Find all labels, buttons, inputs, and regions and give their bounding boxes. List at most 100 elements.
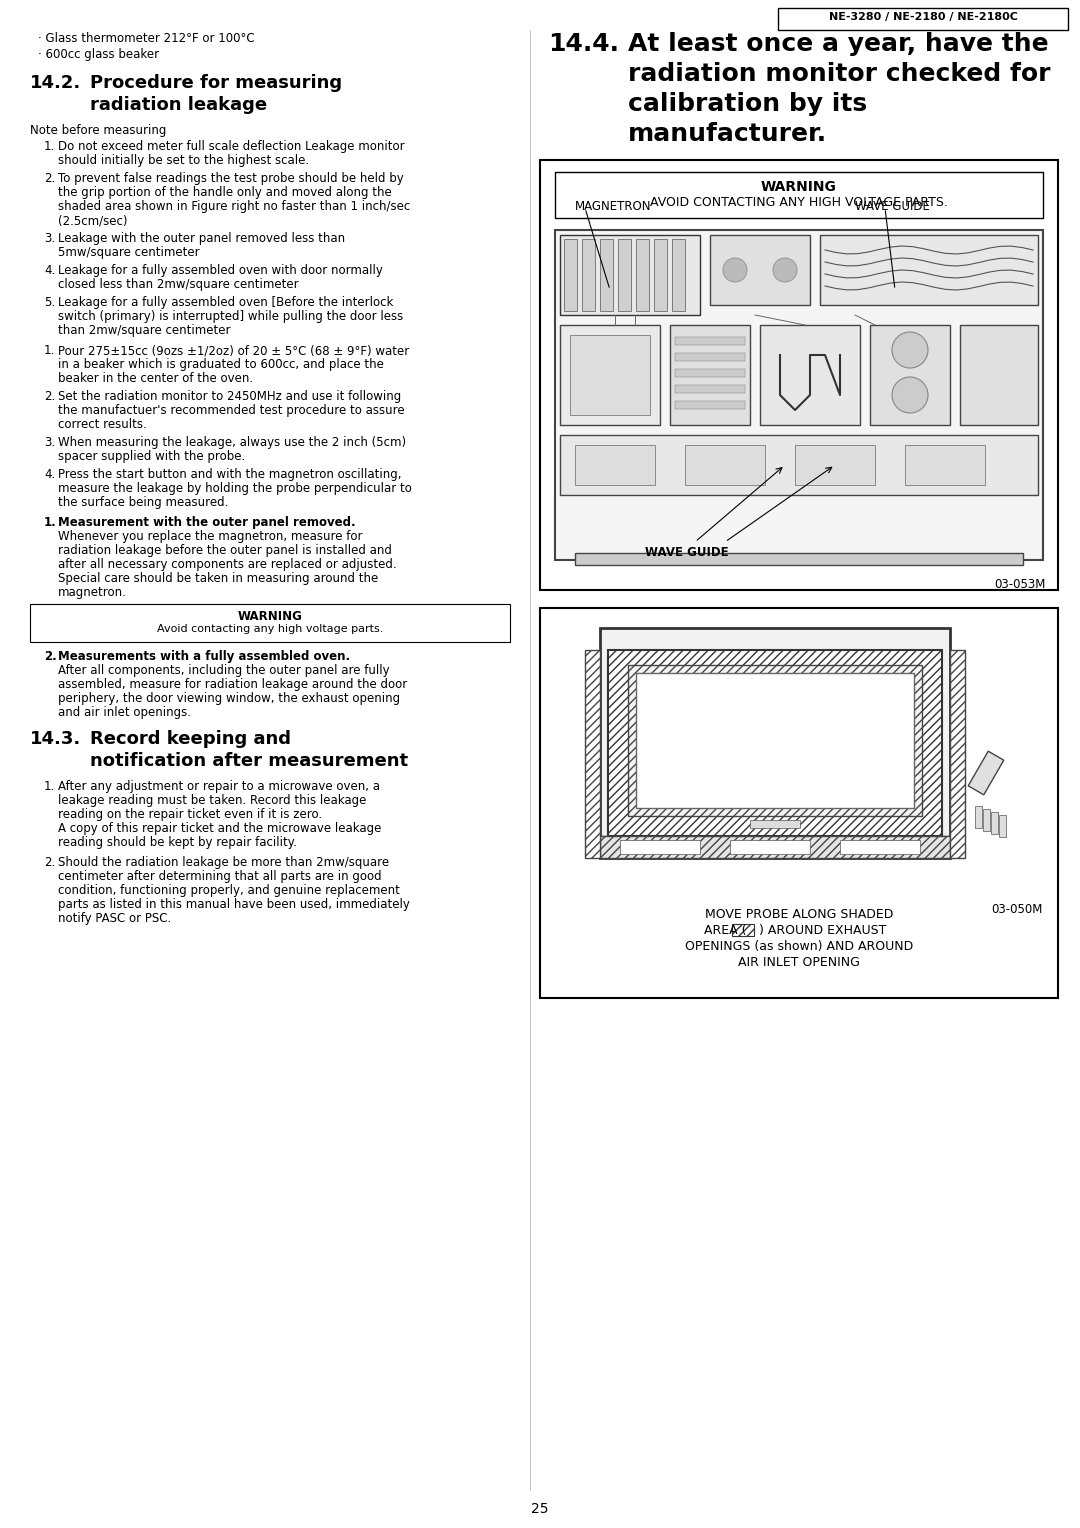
Text: 4.: 4. [44, 264, 55, 277]
Bar [561, 325, 660, 425]
Text: Leakage for a fully assembled oven with door normally: Leakage for a fully assembled oven with … [58, 264, 383, 277]
Text: 14.2.: 14.2. [30, 73, 81, 92]
Text: notify PASC or PSC.: notify PASC or PSC. [58, 912, 172, 924]
Text: in a beaker which is graduated to 600cc, and place the: in a beaker which is graduated to 600cc,… [58, 358, 383, 371]
Bar [820, 235, 1038, 306]
Text: correct results.: correct results. [58, 419, 147, 431]
Bar [608, 649, 942, 836]
Bar [555, 231, 1043, 559]
Text: 2.: 2. [44, 649, 57, 663]
Bar [832, 840, 852, 856]
Bar [618, 238, 631, 312]
Text: calibration by its: calibration by its [627, 92, 867, 116]
Text: reading should be kept by repair facility.: reading should be kept by repair facilit… [58, 836, 297, 850]
Bar [675, 368, 745, 377]
Text: Leakage for a fully assembled oven [Before the interlock: Leakage for a fully assembled oven [Befo… [58, 296, 393, 309]
Text: · 600cc glass beaker: · 600cc glass beaker [38, 47, 159, 61]
Bar [540, 160, 1058, 590]
Text: 4.: 4. [44, 468, 55, 481]
Bar [730, 840, 810, 854]
Bar [750, 821, 800, 828]
Bar [654, 238, 667, 312]
Bar [582, 238, 595, 312]
Circle shape [892, 332, 928, 368]
Text: 2.: 2. [44, 173, 55, 185]
Bar [728, 840, 748, 856]
Text: Record keeping and: Record keeping and [90, 730, 291, 749]
Text: 03-053M: 03-053M [995, 578, 1047, 591]
Text: MOVE PROBE ALONG SHADED: MOVE PROBE ALONG SHADED [705, 908, 893, 921]
Text: the surface being measured.: the surface being measured. [58, 497, 228, 509]
Text: Procedure for measuring: Procedure for measuring [90, 73, 342, 92]
Text: Special care should be taken in measuring around the: Special care should be taken in measurin… [58, 571, 378, 585]
Text: After all components, including the outer panel are fully: After all components, including the oute… [58, 665, 390, 677]
Bar [600, 836, 950, 859]
Text: 14.3.: 14.3. [30, 730, 81, 749]
Text: OPENINGS (as shown) AND AROUND: OPENINGS (as shown) AND AROUND [685, 940, 913, 953]
Text: 3.: 3. [44, 232, 55, 244]
Text: 3.: 3. [44, 435, 55, 449]
Text: 2.: 2. [44, 856, 55, 869]
Text: A copy of this repair ticket and the microwave leakage: A copy of this repair ticket and the mic… [58, 822, 381, 834]
Text: spacer supplied with the probe.: spacer supplied with the probe. [58, 451, 245, 463]
Text: closed less than 2mw/square centimeter: closed less than 2mw/square centimeter [58, 278, 299, 290]
Text: leakage reading must be taken. Record this leakage: leakage reading must be taken. Record th… [58, 795, 366, 807]
Bar [991, 811, 998, 834]
Text: 1.: 1. [44, 141, 55, 153]
Text: the manufactuer's recommended test procedure to assure: the manufactuer's recommended test proce… [58, 403, 405, 417]
Text: WAVE GUIDE: WAVE GUIDE [855, 200, 930, 212]
Bar [675, 338, 745, 345]
Text: shaded area shown in Figure right no faster than 1 inch/sec: shaded area shown in Figure right no fas… [58, 200, 410, 212]
Text: manufacturer.: manufacturer. [627, 122, 827, 147]
Bar [650, 840, 670, 856]
Bar [710, 235, 810, 306]
Text: periphery, the door viewing window, the exhaust opening: periphery, the door viewing window, the … [58, 692, 400, 704]
Text: Leakage with the outer panel removed less than: Leakage with the outer panel removed les… [58, 232, 346, 244]
Text: NE-3280 / NE-2180 / NE-2180C: NE-3280 / NE-2180 / NE-2180C [828, 12, 1017, 21]
Bar [983, 808, 990, 831]
Circle shape [773, 258, 797, 283]
Text: assembled, measure for radiation leakage around the door: assembled, measure for radiation leakage… [58, 678, 407, 691]
Text: measure the leakage by holding the probe perpendicular to: measure the leakage by holding the probe… [58, 481, 411, 495]
Bar [905, 445, 985, 484]
Bar [555, 173, 1043, 219]
Bar [780, 840, 800, 856]
Bar [600, 628, 950, 859]
Text: 1.: 1. [44, 779, 55, 793]
Text: 2.: 2. [44, 390, 55, 403]
Bar [600, 238, 613, 312]
Bar [620, 840, 700, 854]
Text: To prevent false readings the test probe should be held by: To prevent false readings the test probe… [58, 173, 404, 185]
Bar [670, 325, 750, 425]
Text: Set the radiation monitor to 2450MHz and use it following: Set the radiation monitor to 2450MHz and… [58, 390, 402, 403]
Text: AVOID CONTACTING ANY HIGH VOLTAGE PARTS.: AVOID CONTACTING ANY HIGH VOLTAGE PARTS. [650, 196, 948, 209]
Text: WAVE GUIDE: WAVE GUIDE [645, 545, 729, 559]
Bar [778, 8, 1068, 31]
Text: 14.4.: 14.4. [548, 32, 619, 57]
Bar [870, 325, 950, 425]
Circle shape [918, 837, 939, 857]
Text: Measurements with a fully assembled oven.: Measurements with a fully assembled oven… [58, 649, 350, 663]
Text: · Glass thermometer 212°F or 100°C: · Glass thermometer 212°F or 100°C [38, 32, 255, 44]
Text: AREA (: AREA ( [704, 924, 746, 937]
Text: the grip portion of the handle only and moved along the: the grip portion of the handle only and … [58, 186, 392, 199]
Bar [30, 604, 510, 642]
Text: centimeter after determining that all parts are in good: centimeter after determining that all pa… [58, 869, 381, 883]
Bar [575, 553, 1023, 565]
Bar [968, 752, 1003, 795]
Bar [675, 353, 745, 361]
Text: Note before measuring: Note before measuring [30, 124, 166, 138]
Text: 03-050M: 03-050M [991, 903, 1043, 915]
Text: notification after measurement: notification after measurement [90, 752, 408, 770]
Bar [950, 649, 966, 859]
Text: AIR INLET OPENING: AIR INLET OPENING [738, 957, 860, 969]
Bar [806, 840, 826, 856]
Text: Should the radiation leakage be more than 2mw/square: Should the radiation leakage be more tha… [58, 856, 389, 869]
Text: magnetron.: magnetron. [58, 587, 126, 599]
Text: Do not exceed meter full scale deflection Leakage monitor: Do not exceed meter full scale deflectio… [58, 141, 405, 153]
Text: 1.: 1. [44, 344, 55, 358]
Bar [732, 924, 754, 937]
Text: after all necessary components are replaced or adjusted.: after all necessary components are repla… [58, 558, 396, 571]
Text: Measurement with the outer panel removed.: Measurement with the outer panel removed… [58, 516, 355, 529]
Bar [975, 805, 982, 828]
